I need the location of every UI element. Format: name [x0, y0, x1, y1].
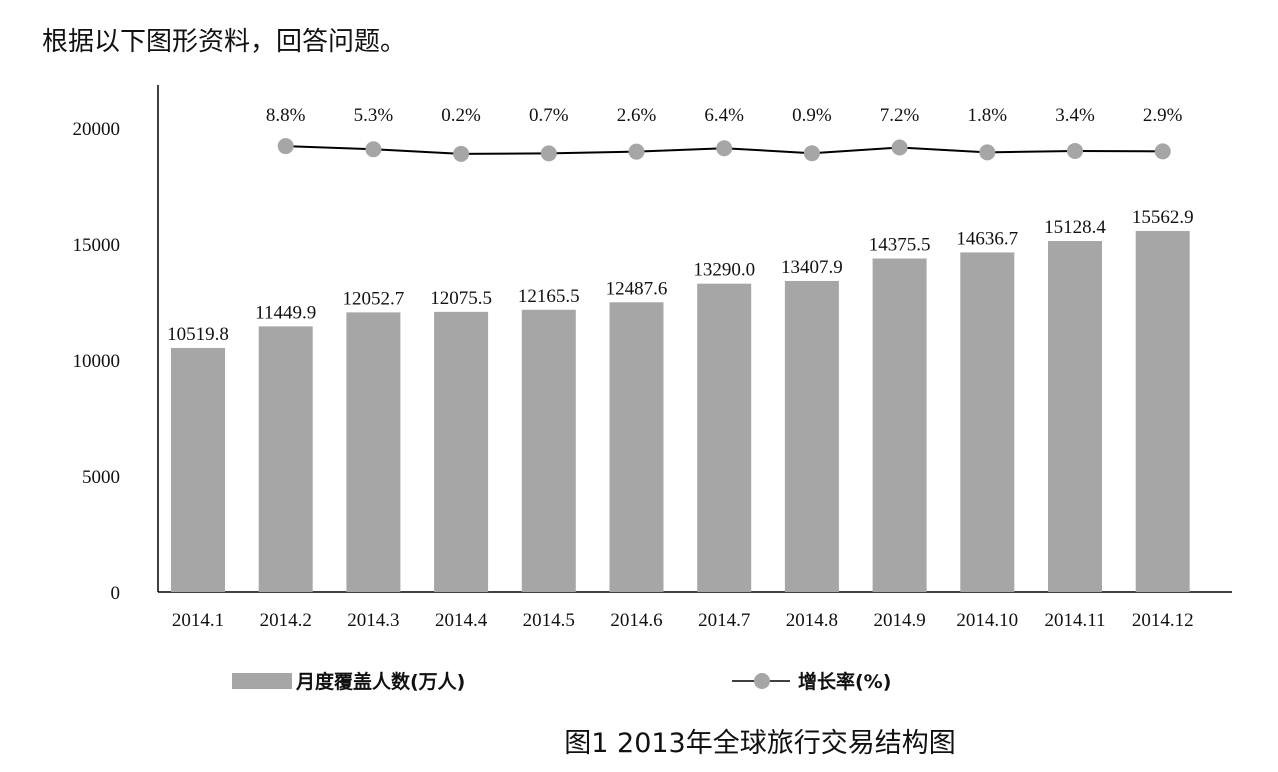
bar-value-label: 13407.9: [781, 257, 843, 278]
growth-rate-point: [628, 143, 645, 160]
growth-rate-point: [453, 145, 470, 162]
bar: [697, 283, 752, 592]
x-tick-label: 2014.3: [347, 610, 399, 631]
bar: [1048, 241, 1102, 592]
growth-rate-point: [803, 145, 820, 162]
bar-value-label: 15128.4: [1044, 217, 1106, 238]
chart-title: 图1 2013年全球旅行交易结构图: [564, 728, 955, 759]
bar: [346, 312, 401, 592]
growth-rate-label: 0.7%: [529, 105, 569, 126]
bar-value-label: 13290.0: [693, 260, 755, 281]
growth-rate-point: [277, 138, 294, 155]
legend-bar-swatch: [232, 673, 292, 689]
growth-rate-label: 5.3%: [354, 105, 394, 126]
bar: [258, 326, 313, 592]
bar: [872, 258, 927, 592]
y-tick-label: 5000: [82, 467, 120, 488]
y-tick-label: 10000: [73, 351, 121, 372]
bar: [434, 311, 489, 592]
bar-value-label: 12052.7: [343, 288, 405, 309]
bar-value-label: 14375.5: [869, 234, 931, 255]
bar-value-label: 12075.5: [430, 288, 492, 309]
growth-rate-point: [1154, 143, 1171, 160]
bar-value-label: 11449.9: [255, 302, 316, 323]
x-tick-label: 2014.6: [610, 610, 662, 631]
bar: [171, 347, 225, 592]
growth-rate-label: 2.6%: [617, 105, 657, 126]
x-tick-label: 2014.9: [873, 610, 925, 631]
growth-rate-point: [365, 141, 382, 158]
x-tick-label: 2014.11: [1044, 610, 1105, 631]
growth-rate-label: 3.4%: [1055, 105, 1095, 126]
bar-value-label: 10519.8: [167, 324, 229, 345]
x-tick-label: 2014.2: [260, 610, 312, 631]
growth-rate-label: 6.4%: [704, 105, 744, 126]
legend-bar-label: 月度覆盖人数(万人): [295, 670, 465, 693]
growth-rate-label: 0.2%: [441, 105, 481, 126]
bar: [784, 280, 839, 592]
growth-rate-label: 2.9%: [1143, 105, 1183, 126]
bar-value-label: 12487.6: [606, 278, 668, 299]
x-tick-label: 2014.4: [435, 610, 488, 631]
bar-value-label: 15562.9: [1132, 207, 1194, 228]
bar: [960, 252, 1015, 592]
x-tick-label: 2014.5: [523, 610, 575, 631]
y-tick-label: 20000: [73, 119, 121, 140]
growth-rate-point: [716, 140, 733, 157]
y-tick-label: 0: [111, 583, 121, 604]
x-tick-label: 2014.1: [172, 610, 224, 631]
legend: 月度覆盖人数(万人) 增长率(%): [232, 670, 891, 693]
growth-rate-point: [891, 139, 908, 156]
legend-line-label: 增长率(%): [798, 670, 891, 693]
growth-rate-point: [1067, 142, 1083, 159]
growth-rate-point: [540, 145, 557, 162]
growth-rate-label: 7.2%: [880, 105, 920, 126]
growth-rate-label: 8.8%: [266, 105, 306, 126]
x-tick-label: 2014.12: [1132, 610, 1194, 631]
legend-line-marker: [754, 673, 770, 689]
growth-rate-point: [979, 144, 996, 161]
growth-rate-label: 0.9%: [792, 105, 832, 126]
x-tick-label: 2014.8: [786, 610, 838, 631]
question-text: 根据以下图形资料，回答问题。: [42, 27, 406, 57]
growth-rate-label: 1.8%: [968, 105, 1008, 126]
y-tick-label: 15000: [73, 235, 121, 256]
bar-value-label: 12165.5: [518, 286, 580, 307]
bar-value-label: 14636.7: [956, 228, 1018, 249]
x-tick-label: 2014.7: [698, 610, 750, 631]
bar: [521, 309, 576, 592]
x-tick-label: 2014.10: [956, 610, 1018, 631]
bar: [1135, 230, 1190, 592]
bar: [609, 302, 664, 592]
